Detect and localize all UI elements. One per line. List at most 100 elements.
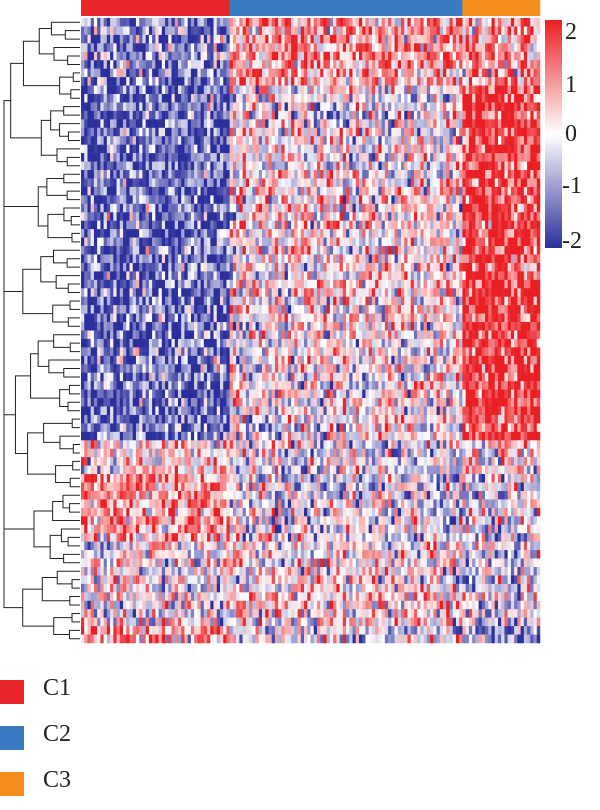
heatmap-cell bbox=[320, 94, 323, 103]
heatmap-cell bbox=[87, 119, 90, 128]
heatmap-cell bbox=[469, 280, 472, 289]
heatmap-cell bbox=[265, 43, 268, 52]
heatmap-cell bbox=[117, 162, 120, 171]
heatmap-cell bbox=[456, 35, 459, 44]
heatmap-cell bbox=[117, 26, 120, 35]
heatmap-cell bbox=[100, 43, 103, 52]
heatmap-cell bbox=[353, 119, 356, 128]
heatmap-cell bbox=[459, 86, 462, 95]
heatmap-cell bbox=[492, 246, 495, 255]
heatmap-cell bbox=[521, 297, 524, 306]
heatmap-cell bbox=[407, 136, 410, 145]
heatmap-cell bbox=[453, 229, 456, 238]
heatmap-cell bbox=[314, 212, 317, 221]
heatmap-cell bbox=[534, 280, 537, 289]
heatmap-cell bbox=[272, 43, 275, 52]
heatmap-cell bbox=[91, 77, 94, 86]
heatmap-cell bbox=[152, 145, 155, 154]
heatmap-cell bbox=[191, 305, 194, 314]
heatmap-cell bbox=[524, 187, 527, 196]
heatmap-cell bbox=[346, 263, 349, 272]
heatmap-cell bbox=[472, 52, 475, 61]
heatmap-cell bbox=[175, 153, 178, 162]
heatmap-cell bbox=[375, 195, 378, 204]
heatmap-cell bbox=[178, 178, 181, 187]
heatmap-cell bbox=[314, 86, 317, 95]
heatmap-cell bbox=[175, 246, 178, 255]
heatmap-cell bbox=[495, 204, 498, 213]
dendrogram-branch bbox=[70, 504, 80, 512]
heatmap-cell bbox=[359, 77, 362, 86]
heatmap-cell bbox=[395, 86, 398, 95]
heatmap-cell bbox=[469, 204, 472, 213]
heatmap-cell bbox=[472, 128, 475, 137]
heatmap-cell bbox=[323, 43, 326, 52]
heatmap-cell bbox=[417, 246, 420, 255]
heatmap-cell bbox=[120, 102, 123, 111]
heatmap-cell bbox=[443, 178, 446, 187]
heatmap-cell bbox=[346, 305, 349, 314]
heatmap-cell bbox=[378, 162, 381, 171]
heatmap-cell bbox=[100, 128, 103, 137]
heatmap-cell bbox=[391, 212, 394, 221]
heatmap-cell bbox=[246, 162, 249, 171]
heatmap-cell bbox=[508, 271, 511, 280]
heatmap-cell bbox=[479, 119, 482, 128]
heatmap-cell bbox=[449, 18, 452, 27]
heatmap-cell bbox=[372, 136, 375, 145]
heatmap-cell bbox=[456, 69, 459, 78]
heatmap-cell bbox=[453, 26, 456, 35]
heatmap-cell bbox=[437, 263, 440, 272]
heatmap-cell bbox=[217, 178, 220, 187]
heatmap-cell bbox=[365, 86, 368, 95]
heatmap-cell bbox=[175, 238, 178, 247]
heatmap-cell bbox=[504, 145, 507, 154]
heatmap-cell bbox=[466, 43, 469, 52]
heatmap-cell bbox=[472, 246, 475, 255]
heatmap-cell bbox=[336, 18, 339, 27]
heatmap-cell bbox=[191, 162, 194, 171]
heatmap-cell bbox=[230, 212, 233, 221]
heatmap-cell bbox=[152, 229, 155, 238]
heatmap-cell bbox=[388, 280, 391, 289]
heatmap-cell bbox=[239, 77, 242, 86]
heatmap-cell bbox=[272, 94, 275, 103]
heatmap-cell bbox=[453, 263, 456, 272]
heatmap-cell bbox=[479, 60, 482, 69]
heatmap-cell bbox=[246, 26, 249, 35]
heatmap-cell bbox=[97, 94, 100, 103]
heatmap-cell bbox=[369, 111, 372, 120]
heatmap-cell bbox=[472, 254, 475, 263]
heatmap-cell bbox=[414, 111, 417, 120]
heatmap-cell bbox=[204, 136, 207, 145]
heatmap-cell bbox=[84, 246, 87, 255]
heatmap-cell bbox=[97, 238, 100, 247]
heatmap-cell bbox=[356, 288, 359, 297]
heatmap-cell bbox=[323, 86, 326, 95]
heatmap-cell bbox=[466, 162, 469, 171]
heatmap-cell bbox=[417, 60, 420, 69]
heatmap-cell bbox=[133, 280, 136, 289]
heatmap-cell bbox=[349, 212, 352, 221]
heatmap-cell bbox=[317, 288, 320, 297]
heatmap-cell bbox=[207, 52, 210, 61]
heatmap-cell bbox=[375, 35, 378, 44]
heatmap-cell bbox=[168, 94, 171, 103]
heatmap-cell bbox=[236, 94, 239, 103]
heatmap-cell bbox=[117, 254, 120, 263]
heatmap-cell bbox=[353, 263, 356, 272]
heatmap-cell bbox=[375, 288, 378, 297]
heatmap-cell bbox=[417, 52, 420, 61]
heatmap-cell bbox=[427, 35, 430, 44]
heatmap-cell bbox=[191, 229, 194, 238]
heatmap-cell bbox=[136, 221, 139, 230]
heatmap-cell bbox=[359, 43, 362, 52]
heatmap-cell bbox=[459, 254, 462, 263]
heatmap-cell bbox=[336, 86, 339, 95]
heatmap-cell bbox=[411, 254, 414, 263]
dendrogram-branch bbox=[68, 402, 80, 410]
heatmap-cell bbox=[191, 170, 194, 179]
heatmap-cell bbox=[420, 119, 423, 128]
heatmap-cell bbox=[349, 119, 352, 128]
heatmap-cell bbox=[369, 60, 372, 69]
